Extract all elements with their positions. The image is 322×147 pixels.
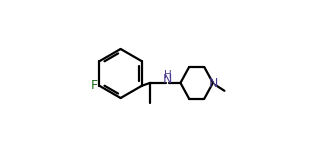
- Text: F: F: [90, 78, 98, 92]
- Text: N: N: [163, 73, 172, 86]
- Text: H: H: [164, 70, 171, 80]
- Text: N: N: [209, 77, 218, 90]
